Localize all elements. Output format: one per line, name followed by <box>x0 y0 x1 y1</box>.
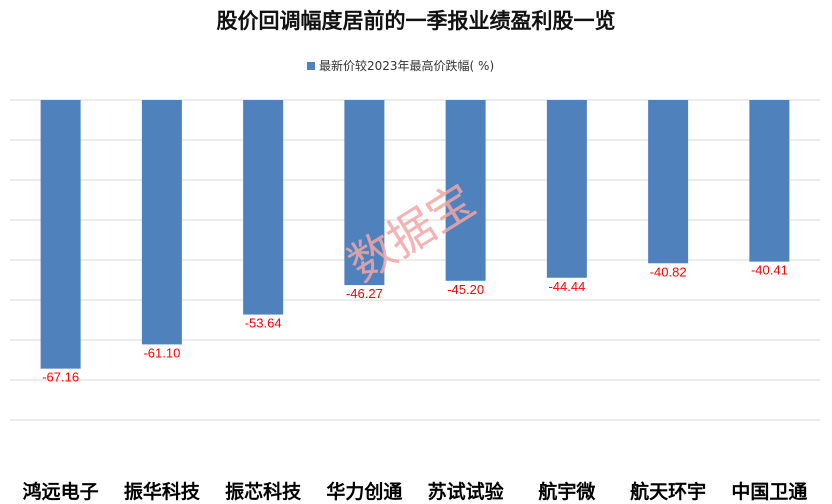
category-labels: 鸿远电子 振华科技 振芯科技 华力创通 苏试试验 航宇微 航天环宇 中国卫通 <box>23 480 809 503</box>
bar <box>40 100 81 369</box>
category-label: 振芯科技 <box>225 480 302 503</box>
chart-title: 股价回调幅度居前的一季报业绩盈利股一览 <box>217 8 616 33</box>
category-label: 航宇微 <box>538 480 596 503</box>
data-label: -67.16 <box>42 370 79 385</box>
category-label: 华力创通 <box>326 480 403 503</box>
category-label: 中国卫通 <box>731 480 808 503</box>
data-label: -46.27 <box>346 286 383 301</box>
bar <box>344 100 385 286</box>
bar <box>749 100 790 262</box>
bar <box>648 100 689 264</box>
data-label: -45.20 <box>447 282 484 297</box>
bars <box>40 100 790 369</box>
data-label: -61.10 <box>143 345 180 360</box>
category-label: 航天环宇 <box>630 480 706 503</box>
data-labels: -67.16 -61.10 -53.64 -46.27 -45.20 -44.44 -40.… <box>42 263 788 385</box>
data-label: -53.64 <box>245 316 282 331</box>
bar <box>445 100 486 281</box>
bar <box>546 100 587 278</box>
category-label: 苏试试验 <box>428 480 505 503</box>
legend-swatch <box>307 62 315 70</box>
category-label: 鸿远电子 <box>23 480 99 503</box>
data-label: -40.82 <box>650 264 687 279</box>
data-label: -40.41 <box>751 263 788 278</box>
bar <box>141 100 182 345</box>
legend: 最新价较2023年最高价跌幅( %) <box>307 58 494 73</box>
legend-label: 最新价较2023年最高价跌幅( %) <box>319 58 494 73</box>
bar <box>243 100 284 315</box>
data-label: -44.44 <box>548 279 585 294</box>
category-label: 振华科技 <box>124 480 201 503</box>
